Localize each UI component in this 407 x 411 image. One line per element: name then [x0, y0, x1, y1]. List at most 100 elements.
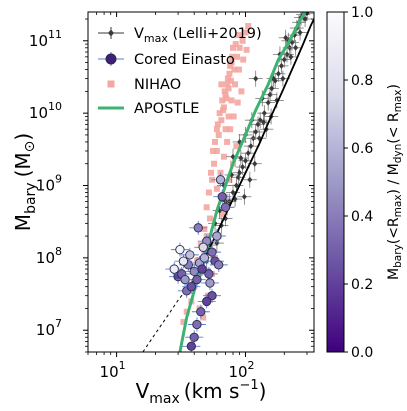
lelli-point	[253, 75, 259, 82]
lelli-point	[247, 176, 253, 183]
nihao-point	[224, 81, 231, 88]
cored-point	[199, 253, 210, 263]
cored-point	[220, 202, 231, 212]
colorbar-label-c-sub: dyn	[392, 144, 404, 164]
lelli-point	[241, 193, 247, 200]
colorbar-tick-label: 0.8	[351, 73, 373, 89]
nihao-point	[230, 113, 237, 120]
colorbar-gradient	[326, 11, 345, 353]
cored-point	[204, 269, 214, 279]
colorbar-label-b: (<R	[386, 217, 402, 244]
legend-cored-label: Cored Einasto	[134, 52, 235, 68]
nihao-point	[206, 215, 213, 222]
cored-point	[192, 274, 202, 285]
cored-point	[215, 175, 226, 185]
lelli-point	[233, 182, 239, 189]
nihao-point	[220, 107, 227, 114]
nihao-point	[242, 29, 249, 36]
colorbar-label-d-sub: max	[392, 89, 404, 112]
y-tick-label: 108	[36, 245, 62, 267]
lelli-point	[284, 51, 290, 58]
lelli-point	[255, 121, 261, 128]
cored-point	[207, 247, 217, 257]
cored-point	[185, 250, 195, 260]
y-tick-label-base: 10	[29, 32, 48, 50]
x-tick-label-exp: 1	[119, 359, 126, 372]
nihao-point	[216, 110, 223, 117]
lelli-point	[280, 75, 286, 82]
nihao-point	[228, 97, 235, 104]
nihao-point	[225, 113, 232, 120]
nihao-point	[230, 44, 237, 51]
nihao-point	[214, 121, 221, 128]
lelli-point	[265, 99, 271, 106]
nihao-point	[213, 126, 220, 133]
nihao-point	[220, 153, 227, 160]
lelli-point	[278, 62, 284, 69]
nihao-point	[201, 226, 208, 233]
nihao-point	[243, 46, 250, 53]
nihao-point	[200, 314, 207, 321]
nihao-point	[224, 138, 231, 145]
y-tick-label-exp: 9	[55, 173, 62, 186]
lelli-point	[257, 117, 263, 124]
lelli-point	[283, 34, 289, 41]
lelli-point	[269, 85, 275, 92]
colorbar-label-d: (< R	[386, 112, 402, 144]
y-axis-label-main: M	[11, 214, 35, 231]
nihao-point	[218, 117, 225, 124]
y-tick-label-base: 10	[36, 177, 55, 195]
y-axis-label-unit: (M	[11, 152, 35, 177]
legend-cored-marker	[105, 53, 117, 65]
lelli-point	[267, 91, 273, 98]
nihao-point	[211, 160, 218, 167]
x-tick-label-exp: 2	[248, 359, 255, 372]
nihao-point	[219, 97, 226, 104]
colorbar-tick-label: 0.2	[351, 277, 373, 293]
lelli-point	[237, 169, 243, 176]
nihao-point	[227, 126, 234, 133]
cored-point	[202, 296, 212, 307]
nihao-point	[245, 23, 252, 30]
nihao-point	[205, 189, 212, 196]
y-tick-label: 1010	[29, 100, 62, 122]
lelli-point	[281, 56, 287, 63]
y-tick-label-base: 10	[36, 249, 55, 267]
cored-point	[169, 264, 179, 274]
nihao-point	[203, 204, 210, 211]
colorbar-tick-label: 0.6	[351, 141, 373, 157]
nihao-point	[180, 318, 187, 325]
nihao-point	[235, 32, 242, 39]
colorbar-label-c: ) / M	[386, 163, 402, 194]
plot-area	[87, 11, 315, 353]
cored-point	[217, 192, 227, 202]
cored-point	[186, 282, 196, 292]
nihao-point	[231, 66, 238, 73]
nihao-point	[219, 211, 226, 218]
y-axis-label-symbol: ⊙	[22, 141, 38, 153]
lelli-point	[293, 44, 299, 51]
legend-lelli-label-main: V	[134, 26, 144, 42]
y-tick-label: 107	[36, 317, 62, 339]
plot-frame	[87, 11, 315, 353]
cored-point	[196, 307, 206, 317]
colorbar-ticks: 0.0 0.2 0.4 0.6 0.8 1.0	[344, 5, 373, 361]
lelli-point	[297, 29, 303, 36]
legend-entry-nihao: NIHAO	[107, 77, 181, 93]
nihao-point	[228, 59, 235, 66]
x-tick-label: 101	[100, 359, 126, 381]
plot-marks	[142, 12, 314, 352]
y-tick-label-exp: 7	[55, 317, 62, 330]
legend: Vmax (Lelli+2019) Cored Einasto NIHAO AP…	[98, 26, 262, 117]
nihao-point	[207, 169, 214, 176]
lelli-point	[261, 119, 267, 126]
nihao-point	[233, 143, 240, 150]
legend-lelli-label: Vmax (Lelli+2019)	[134, 26, 262, 45]
lelli-point	[248, 143, 254, 150]
nihao-point	[210, 147, 217, 154]
nihao-point	[218, 81, 225, 88]
nihao-point	[222, 91, 229, 98]
lelli-point	[253, 128, 259, 135]
colorbar-label-e: )	[386, 84, 402, 89]
